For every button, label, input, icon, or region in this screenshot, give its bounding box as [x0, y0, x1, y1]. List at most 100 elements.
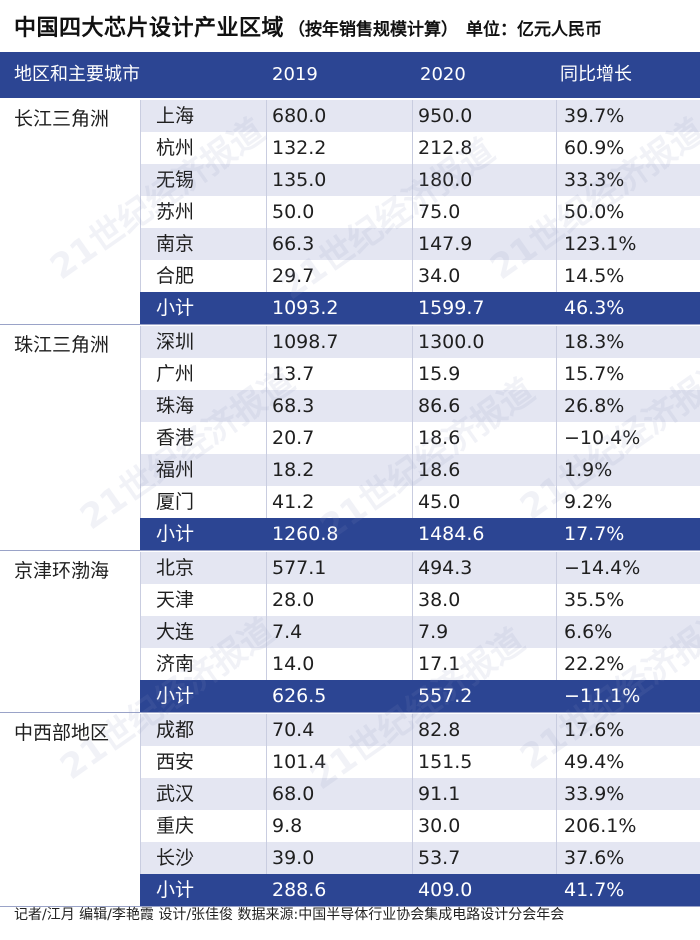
- region-divider: [0, 712, 700, 713]
- table-row: 合肥 29.7 34.0 14.5%: [140, 260, 700, 292]
- region-block: 长江三角洲 上海 680.0 950.0 39.7% 杭州 132.2 212.8 60.9% 无…: [0, 100, 700, 324]
- table-row: 上海 680.0 950.0 39.7%: [140, 100, 700, 132]
- header-2020: 2020: [420, 64, 466, 85]
- subtotal-yoy: 17.7%: [564, 523, 625, 545]
- value-2019: 13.7: [272, 363, 315, 385]
- column-divider: [140, 326, 141, 518]
- value-2019: 66.3: [272, 233, 315, 255]
- column-divider: [556, 552, 557, 680]
- table-row: 香港 20.7 18.6 −10.4%: [140, 422, 700, 454]
- value-yoy: 60.9%: [564, 137, 625, 159]
- city-cell: 合肥: [156, 265, 195, 287]
- page-title: 中国四大芯片设计产业区域 （按年销售规模计算） 单位：亿元人民币: [14, 10, 602, 46]
- header-region: 地区和主要城市: [14, 64, 140, 85]
- column-divider: [556, 714, 557, 874]
- value-2020: 147.9: [418, 233, 473, 255]
- value-yoy: 18.3%: [564, 331, 625, 353]
- value-yoy: 6.6%: [564, 621, 613, 643]
- city-cell: 天津: [156, 589, 195, 611]
- value-yoy: 14.5%: [564, 265, 625, 287]
- city-cell: 广州: [156, 363, 195, 385]
- value-yoy: 15.7%: [564, 363, 625, 385]
- city-cell: 上海: [156, 105, 195, 127]
- value-2019: 135.0: [272, 169, 327, 191]
- value-yoy: 123.1%: [564, 233, 637, 255]
- city-cell: 重庆: [156, 815, 195, 837]
- value-2020: 38.0: [418, 589, 461, 611]
- table-row: 福州 18.2 18.6 1.9%: [140, 454, 700, 486]
- region-block: 中西部地区 成都 70.4 82.8 17.6% 西安 101.4 151.5 49.4% 武汉 6…: [0, 714, 700, 906]
- region-block: 珠江三角洲 深圳 1098.7 1300.0 18.3% 广州 13.7 15.9 15.7% 珠…: [0, 326, 700, 550]
- city-cell: 南京: [156, 233, 195, 255]
- column-divider: [412, 326, 413, 518]
- value-2020: 34.0: [418, 265, 461, 287]
- subtotal-2020: 1599.7: [418, 297, 485, 319]
- value-2020: 45.0: [418, 491, 461, 513]
- value-2019: 70.4: [272, 719, 315, 741]
- value-2020: 53.7: [418, 847, 461, 869]
- table-row: 天津 28.0 38.0 35.5%: [140, 584, 700, 616]
- column-divider: [140, 714, 141, 874]
- value-2019: 41.2: [272, 491, 315, 513]
- header-yoy: 同比增长: [560, 64, 632, 85]
- value-yoy: 50.0%: [564, 201, 625, 223]
- city-cell: 深圳: [156, 331, 195, 353]
- table-row: 珠海 68.3 86.6 26.8%: [140, 390, 700, 422]
- subtotal-label: 小计: [156, 523, 195, 545]
- table-row: 长沙 39.0 53.7 37.6%: [140, 842, 700, 874]
- value-2020: 180.0: [418, 169, 473, 191]
- city-cell: 苏州: [156, 201, 195, 223]
- table-row: 苏州 50.0 75.0 50.0%: [140, 196, 700, 228]
- value-2019: 50.0: [272, 201, 315, 223]
- city-cell: 成都: [156, 719, 195, 741]
- subtotal-yoy: −11.1%: [564, 685, 641, 707]
- value-2019: 39.0: [272, 847, 315, 869]
- table-row: 厦门 41.2 45.0 9.2%: [140, 486, 700, 518]
- subtotal-row: 小计 1260.8 1484.6 17.7%: [140, 518, 700, 550]
- city-cell: 香港: [156, 427, 195, 449]
- value-2020: 212.8: [418, 137, 473, 159]
- subtotal-2019: 626.5: [272, 685, 327, 707]
- table-row: 西安 101.4 151.5 49.4%: [140, 746, 700, 778]
- table-row: 杭州 132.2 212.8 60.9%: [140, 132, 700, 164]
- value-2019: 9.8: [272, 815, 303, 837]
- value-yoy: 37.6%: [564, 847, 625, 869]
- region-name: 中西部地区: [14, 722, 110, 744]
- value-2019: 680.0: [272, 105, 327, 127]
- column-divider: [266, 100, 267, 292]
- value-2020: 18.6: [418, 427, 461, 449]
- title-unit: 单位：亿元人民币: [466, 20, 603, 40]
- value-yoy: 206.1%: [564, 815, 637, 837]
- city-cell: 厦门: [156, 491, 195, 513]
- value-yoy: 26.8%: [564, 395, 625, 417]
- value-2019: 577.1: [272, 557, 327, 579]
- subtotal-label: 小计: [156, 879, 195, 901]
- subtotal-yoy: 46.3%: [564, 297, 625, 319]
- column-divider: [556, 100, 557, 292]
- subtotal-row: 小计 1093.2 1599.7 46.3%: [140, 292, 700, 324]
- value-2020: 494.3: [418, 557, 473, 579]
- title-note: （按年销售规模计算）: [288, 20, 459, 40]
- city-cell: 长沙: [156, 847, 195, 869]
- value-2019: 28.0: [272, 589, 315, 611]
- subtotal-row: 小计 626.5 557.2 −11.1%: [140, 680, 700, 712]
- region-divider: [0, 906, 700, 907]
- value-2020: 75.0: [418, 201, 461, 223]
- column-divider: [266, 326, 267, 518]
- subtotal-2020: 557.2: [418, 685, 473, 707]
- region-block: 京津环渤海 北京 577.1 494.3 −14.4% 天津 28.0 38.0 35.5% 大连…: [0, 552, 700, 712]
- subtotal-row: 小计 288.6 409.0 41.7%: [140, 874, 700, 906]
- value-2019: 29.7: [272, 265, 315, 287]
- value-2020: 82.8: [418, 719, 461, 741]
- city-cell: 福州: [156, 459, 195, 481]
- value-yoy: 1.9%: [564, 459, 613, 481]
- column-divider: [412, 714, 413, 874]
- table-row: 武汉 68.0 91.1 33.9%: [140, 778, 700, 810]
- value-yoy: 33.9%: [564, 783, 625, 805]
- value-2019: 101.4: [272, 751, 327, 773]
- subtotal-2019: 1260.8: [272, 523, 339, 545]
- value-yoy: 9.2%: [564, 491, 613, 513]
- value-2020: 17.1: [418, 653, 461, 675]
- table-row: 大连 7.4 7.9 6.6%: [140, 616, 700, 648]
- region-divider: [0, 550, 700, 551]
